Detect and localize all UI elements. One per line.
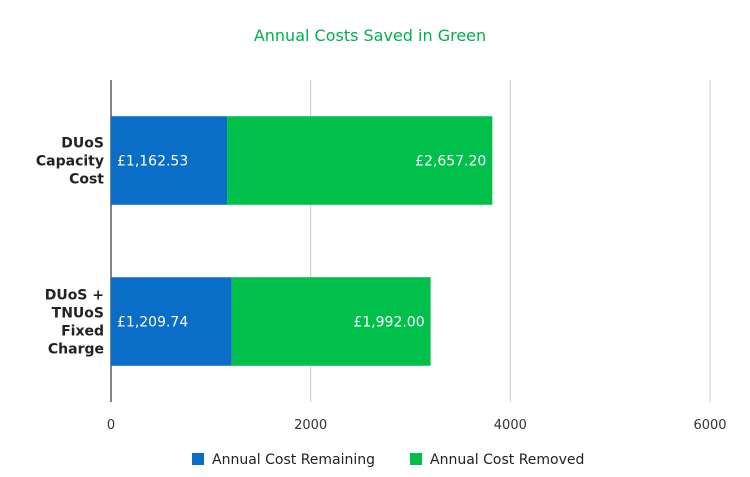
x-tick-labels: 0 2000 4000 6000 — [107, 418, 727, 433]
bar-data-label: £2,657.20 — [415, 154, 486, 170]
x-tick-label: 6000 — [693, 418, 726, 433]
legend-swatch — [410, 453, 422, 465]
legend-label: Annual Cost Remaining — [212, 452, 375, 468]
bars: £1,162.53 £2,657.20 £1,209.74 £1,992.00 — [111, 116, 493, 366]
category-labels: DUoS Capacity Cost DUoS + TNUoS Fixed Charge — [36, 136, 104, 358]
x-tick-label: 4000 — [494, 418, 527, 433]
x-tick-label: 0 — [107, 418, 115, 433]
bar-removed — [231, 277, 431, 366]
bar-remaining — [111, 277, 232, 366]
legend-swatch — [192, 453, 204, 465]
category-label: DUoS + TNUoS Fixed Charge — [45, 288, 104, 358]
bar-remaining — [111, 116, 228, 205]
legend-label: Annual Cost Removed — [430, 452, 584, 468]
x-tick-label: 2000 — [294, 418, 327, 433]
bar-data-label: £1,209.74 — [117, 315, 188, 331]
legend: Annual Cost Remaining Annual Cost Removed — [192, 452, 584, 468]
chart-title: Annual Costs Saved in Green — [254, 26, 486, 45]
bar-removed — [227, 116, 493, 205]
bar-data-label: £1,992.00 — [353, 315, 424, 331]
bar-data-label: £1,162.53 — [117, 154, 188, 170]
category-label: DUoS Capacity Cost — [36, 136, 104, 188]
